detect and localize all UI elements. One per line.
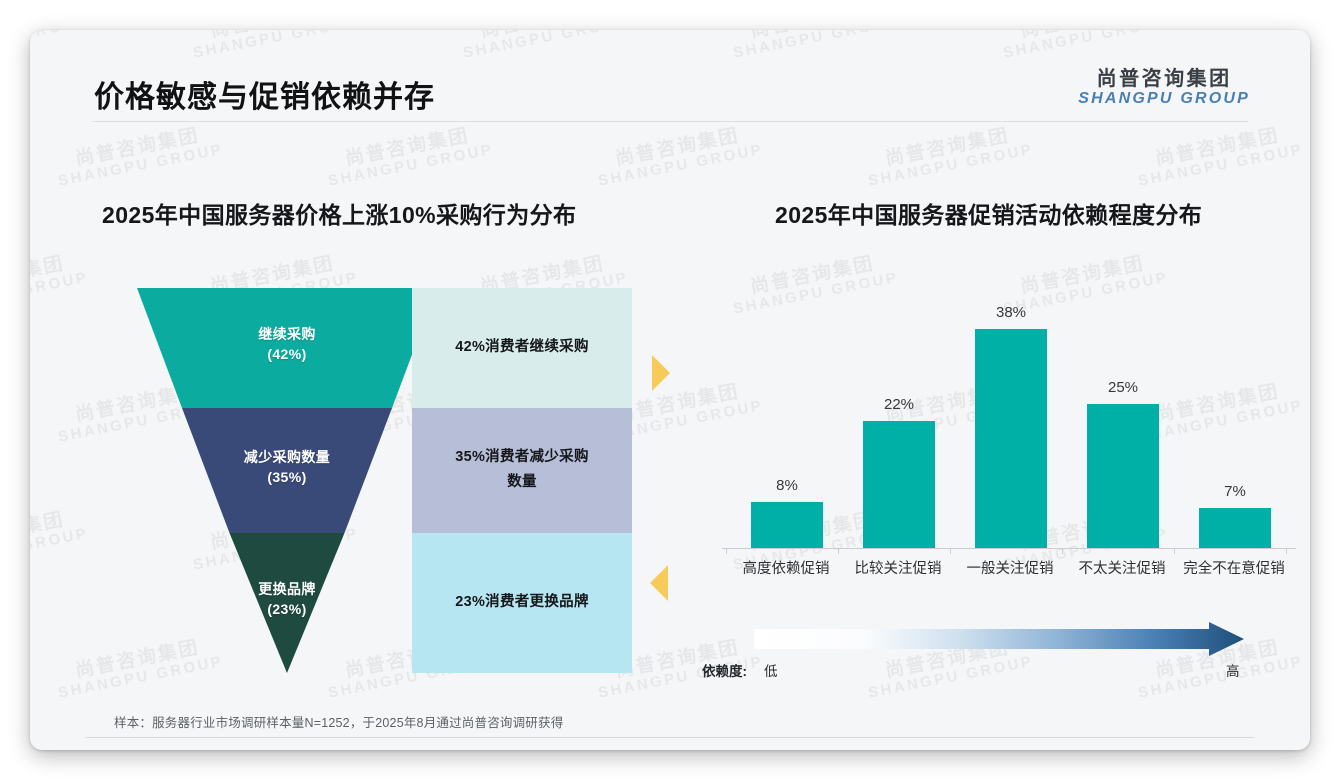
- funnel-panel: [412, 288, 632, 408]
- brand-logo: 尚普咨询集团 SHANGPU GROUP: [1078, 68, 1250, 108]
- funnel-segment: [229, 533, 345, 673]
- dependency-gradient-legend: 依赖度: 低 高: [702, 622, 1302, 684]
- legend-high-label: 高: [1226, 664, 1240, 679]
- logo-chinese-text: 尚普咨询集团: [1096, 68, 1232, 90]
- bar[interactable]: [1199, 508, 1271, 548]
- right-chart-title: 2025年中国服务器促销活动依赖程度分布: [775, 202, 1203, 228]
- axis-tick: [838, 548, 839, 554]
- bar-value-label: 7%: [1224, 483, 1246, 500]
- x-axis-label: 一般关注促销: [966, 561, 1054, 577]
- funnel-panel: [412, 408, 632, 533]
- bar-slot: 7%: [1180, 280, 1290, 548]
- slide-header: 价格敏感与促销依赖并存 尚普咨询集团 SHANGPU GROUP: [30, 30, 1310, 122]
- triangle-left-icon: [650, 565, 668, 601]
- x-axis-label: 高度依赖促销: [742, 561, 830, 577]
- axis-tick: [950, 548, 951, 554]
- gradient-arrow-icon: [754, 622, 1244, 656]
- axis-tick: [1062, 548, 1063, 554]
- copyright-text: ©2025.10 SHANGPU GROUP: [86, 749, 255, 750]
- legend-caption: 依赖度:: [702, 664, 747, 679]
- bar-slot: 25%: [1068, 280, 1178, 548]
- funnel-panel-line: 23%消费者更换品牌: [455, 594, 589, 610]
- bar[interactable]: [975, 329, 1047, 548]
- page-title: 价格敏感与促销依赖并存: [94, 81, 435, 114]
- funnel-segment-label: 更换品牌 (23%): [207, 579, 367, 620]
- axis-tick: [1174, 548, 1175, 554]
- bar[interactable]: [751, 502, 823, 548]
- funnel-panel-line: 42%消费者继续采购: [455, 339, 589, 355]
- funnel-shapes: [137, 288, 632, 673]
- bar[interactable]: [1087, 404, 1159, 548]
- bar[interactable]: [863, 421, 935, 548]
- bar-chart: 8% 22% 38% 25% 7% 高度依赖促销 比较关注促销 一般关注促销 不太关注促销 完全…: [718, 280, 1298, 610]
- website-link[interactable]: www.shangpu-china.com: [1115, 749, 1254, 750]
- bar-slot: 38%: [956, 280, 1066, 548]
- left-chart-title: 2025年中国服务器价格上涨10%采购行为分布: [102, 202, 577, 228]
- funnel-segment-label: 继续采购 (42%): [207, 324, 367, 365]
- funnel-segment-name: 继续采购: [258, 326, 316, 342]
- x-axis-label: 比较关注促销: [854, 561, 942, 577]
- header-divider: [92, 121, 1248, 122]
- bar-slot: 8%: [732, 280, 842, 548]
- funnel-segment: [137, 288, 437, 408]
- bar-value-label: 25%: [1107, 379, 1139, 396]
- bar-plot-area: 8% 22% 38% 25% 7%: [718, 280, 1298, 548]
- logo-english-text: SHANGPU GROUP: [1078, 90, 1250, 108]
- funnel-segment-name: 更换品牌: [258, 581, 316, 597]
- funnel-segment-label: 减少采购数量 (35%): [207, 447, 367, 488]
- x-axis-label: 完全不在意促销: [1183, 561, 1285, 577]
- funnel-segment: [182, 408, 392, 533]
- funnel-panel-line: 35%消费者减少采购: [455, 448, 589, 465]
- bar-value-label: 22%: [883, 396, 915, 413]
- x-axis-label: 不太关注促销: [1078, 561, 1166, 577]
- funnel-segment-value: (23%): [267, 601, 307, 618]
- funnel-segment-name: 减少采购数量: [243, 448, 331, 465]
- bar-value-label: 38%: [995, 304, 1027, 321]
- x-axis-line: [722, 548, 1296, 549]
- bar-slot: 22%: [844, 280, 954, 548]
- legend-low-label: 低: [764, 664, 778, 679]
- funnel-panel: [412, 533, 632, 673]
- funnel-segment-value: (42%): [267, 346, 307, 363]
- funnel-chart: 继续采购 (42%) 减少采购数量 (35%) 更换品牌 (23%) 42%消费者继续采购…: [102, 280, 670, 680]
- funnel-segment-value: (35%): [267, 468, 307, 485]
- source-note: 样本：服务器行业市场调研样本量N=1252，于2025年8月通过尚普咨询调研获得: [114, 716, 564, 730]
- footer-divider: [86, 737, 1254, 738]
- triangle-right-icon: [652, 355, 670, 391]
- funnel-panel-label: 42%消费者继续采购: [412, 335, 632, 360]
- axis-tick: [1286, 548, 1287, 554]
- axis-tick: [726, 548, 727, 554]
- funnel-panel-label: 23%消费者更换品牌: [412, 590, 632, 615]
- funnel-panel-line: 数量: [507, 473, 537, 490]
- bar-value-label: 8%: [776, 477, 798, 494]
- funnel-panel-label: 35%消费者减少采购 数量: [412, 445, 632, 496]
